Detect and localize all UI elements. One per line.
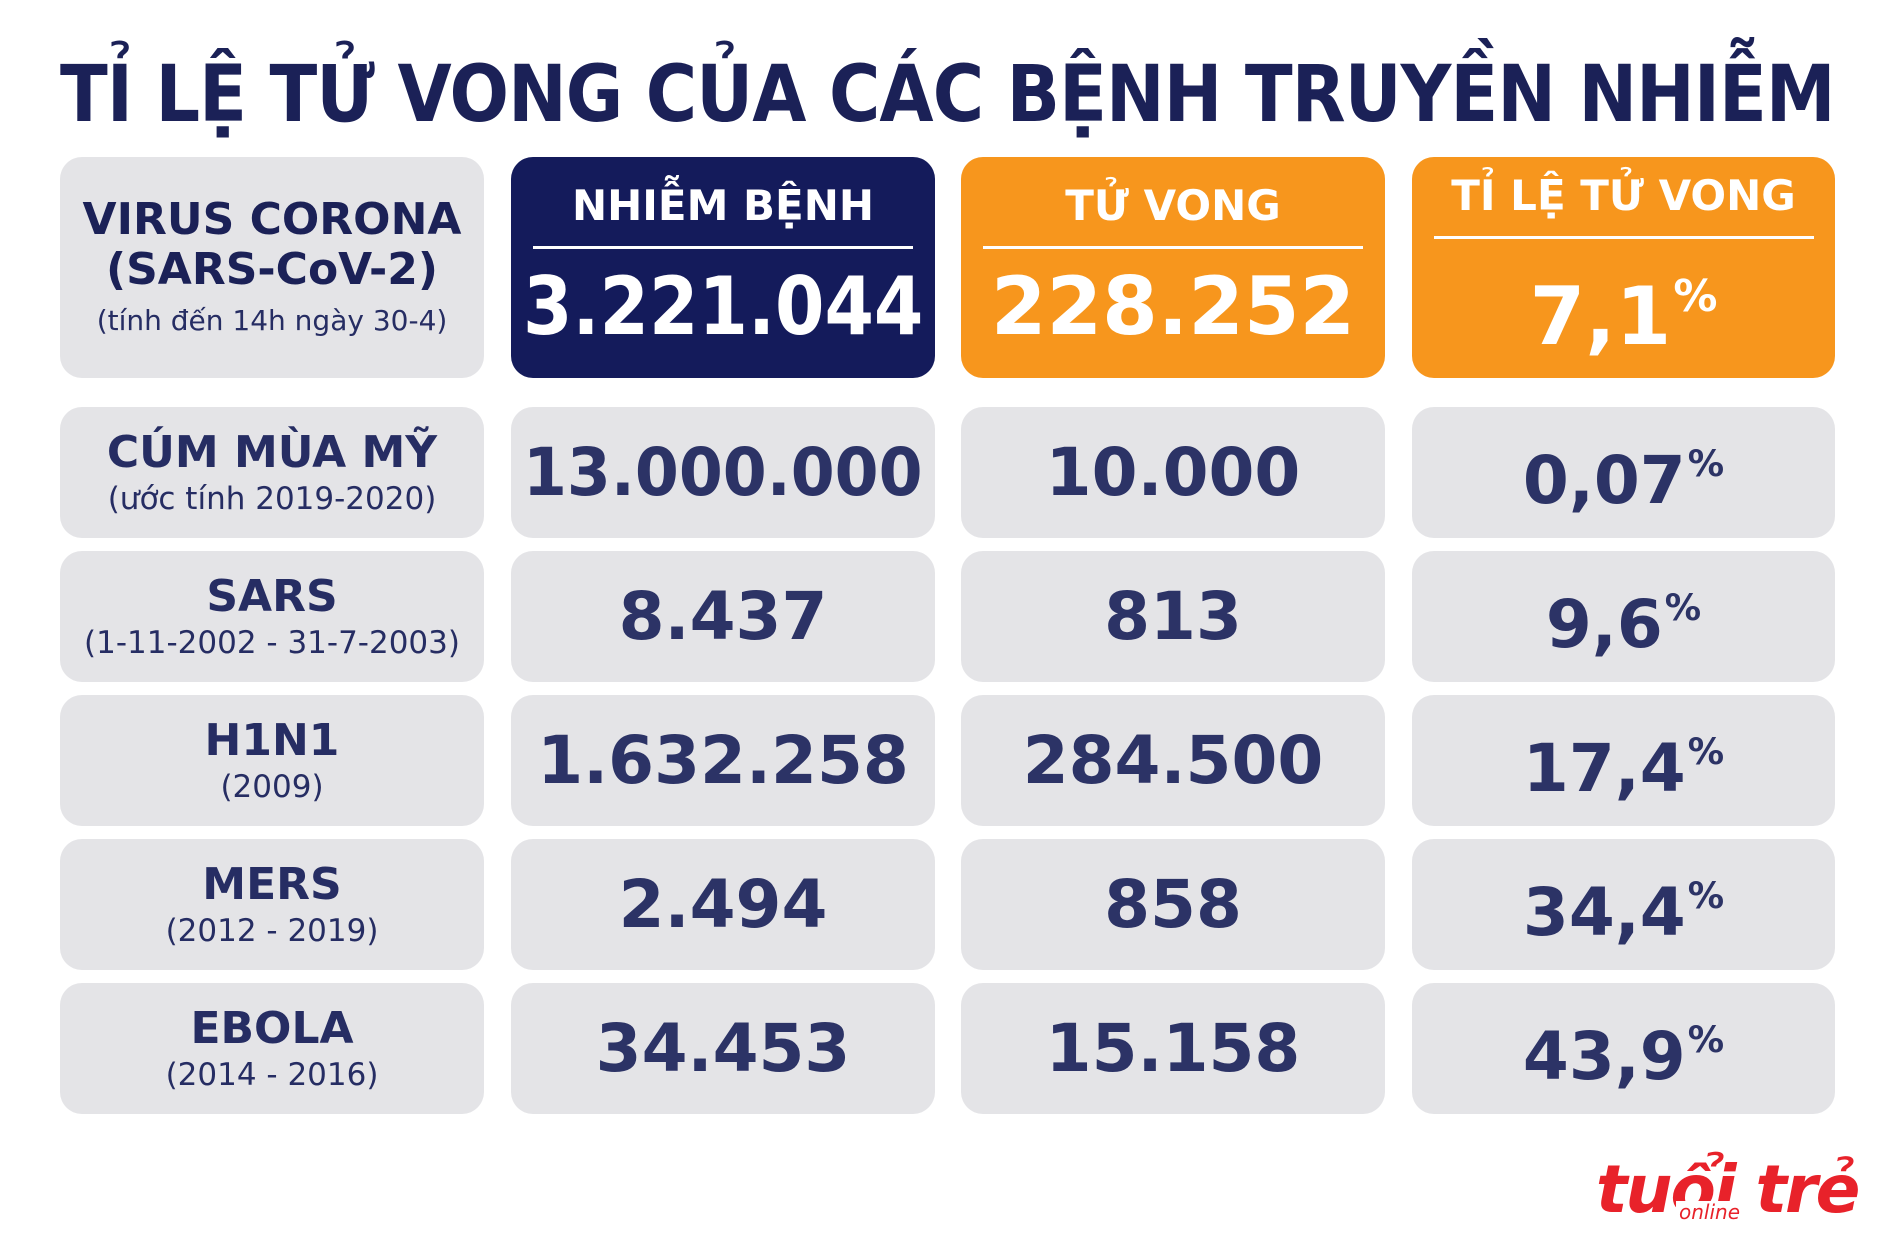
infected-value: 1.632.258: [537, 721, 909, 799]
disease-name: VIRUS CORONA: [82, 193, 462, 245]
disease-name: SARS: [206, 570, 338, 622]
deaths-cell: 284.500: [961, 695, 1385, 826]
percent-sign: %: [1687, 729, 1725, 773]
deaths-value: 15.158: [1045, 1009, 1301, 1087]
rate-cell: 9,6%: [1412, 551, 1835, 682]
rate-value: 7,1%: [1530, 249, 1718, 365]
rate-value: 34,4%: [1523, 856, 1724, 953]
table-row-mers: MERS (2012 - 2019) 2.494 858 34,4%: [60, 839, 1835, 970]
deaths-column-header: TỬ VONG: [983, 180, 1363, 249]
infected-value: 2.494: [618, 865, 828, 943]
infected-cell: 8.437: [511, 551, 935, 682]
deaths-cell: 15.158: [961, 983, 1385, 1114]
percent-sign: %: [1664, 585, 1702, 629]
disease-cell: CÚM MÙA MỸ (ước tính 2019-2020): [60, 407, 484, 538]
rate-value: 17,4%: [1523, 712, 1724, 809]
infected-column-header: NHIỄM BỆNH: [533, 180, 913, 249]
infected-cell: 1.632.258: [511, 695, 935, 826]
infected-cell: 34.453: [511, 983, 935, 1114]
percent-sign: %: [1673, 271, 1718, 322]
rate-column-header: TỈ LỆ TỬ VONG: [1433, 170, 1814, 239]
table-row-h1n1: H1N1 (2009) 1.632.258 284.500 17,4%: [60, 695, 1835, 826]
rate-value: 9,6%: [1546, 568, 1701, 665]
infected-value: 34.453: [595, 1009, 851, 1087]
deaths-value: 10.000: [1045, 433, 1301, 511]
deaths-cell: 813: [961, 551, 1385, 682]
disease-note: (tính đến 14h ngày 30-4): [96, 303, 448, 337]
table-row-sars: SARS (1-11-2002 - 31-7-2003) 8.437 813 9…: [60, 551, 1835, 682]
disease-note: (2014 - 2016): [165, 1056, 379, 1093]
disease-note: (1-11-2002 - 31-7-2003): [84, 624, 460, 661]
infected-cell: 13.000.000: [511, 407, 935, 538]
infected-value: 3.221.044: [522, 260, 924, 353]
disease-name: CÚM MÙA MỸ: [106, 426, 438, 478]
disease-note: (2012 - 2019): [165, 912, 379, 949]
rate-number: 7,1: [1529, 270, 1672, 363]
disease-note: (ước tính 2019-2020): [107, 480, 437, 517]
percent-sign: %: [1687, 441, 1725, 485]
disease-name: H1N1: [204, 714, 340, 766]
logo-sub-text: online: [1676, 1201, 1744, 1223]
rate-number: 17,4: [1522, 730, 1686, 808]
rate-cell: 43,9%: [1412, 983, 1835, 1114]
rate-cell: 17,4%: [1412, 695, 1835, 826]
disease-note: (2009): [220, 768, 324, 805]
tuoi-tre-logo: tuổi trẻ online: [1596, 1145, 1860, 1225]
rate-cell: 34,4%: [1412, 839, 1835, 970]
disease-cell: MERS (2012 - 2019): [60, 839, 484, 970]
deaths-header-cell: TỬ VONG 228.252: [961, 157, 1385, 378]
disease-name-sub: (SARS-CoV-2): [105, 243, 439, 295]
infected-cell: 2.494: [511, 839, 935, 970]
deaths-value: 858: [1104, 865, 1242, 943]
disease-cell: EBOLA (2014 - 2016): [60, 983, 484, 1114]
infected-value: 8.437: [618, 577, 828, 655]
deaths-value: 228.252: [990, 260, 1356, 353]
rate-number: 0,07: [1522, 442, 1686, 520]
percent-sign: %: [1687, 1017, 1725, 1061]
disease-name: MERS: [202, 858, 342, 910]
deaths-value: 284.500: [1022, 721, 1324, 799]
disease-cell: H1N1 (2009): [60, 695, 484, 826]
rate-number: 9,6: [1545, 586, 1663, 664]
rate-cell: 0,07%: [1412, 407, 1835, 538]
disease-cell: VIRUS CORONA (SARS-CoV-2) (tính đến 14h …: [60, 157, 484, 378]
table-row-ebola: EBOLA (2014 - 2016) 34.453 15.158 43,9%: [60, 983, 1835, 1114]
infected-header-cell: NHIỄM BỆNH 3.221.044: [511, 157, 935, 378]
rate-number: 34,4: [1522, 874, 1686, 952]
deaths-value: 813: [1104, 577, 1242, 655]
page-title: TỈ LỆ TỬ VONG CỦA CÁC BỆNH TRUYỀN NHIỄM: [60, 50, 1836, 140]
rate-value: 0,07%: [1523, 424, 1724, 521]
table-row-corona: VIRUS CORONA (SARS-CoV-2) (tính đến 14h …: [60, 157, 1835, 378]
disease-cell: SARS (1-11-2002 - 31-7-2003): [60, 551, 484, 682]
infected-value: 13.000.000: [523, 433, 923, 511]
deaths-cell: 858: [961, 839, 1385, 970]
deaths-cell: 10.000: [961, 407, 1385, 538]
rate-value: 43,9%: [1523, 1000, 1724, 1097]
disease-name: EBOLA: [190, 1002, 354, 1054]
rate-header-cell: TỈ LỆ TỬ VONG 7,1%: [1412, 157, 1835, 378]
table-row-flu: CÚM MÙA MỸ (ước tính 2019-2020) 13.000.0…: [60, 407, 1835, 538]
rate-number: 43,9: [1522, 1018, 1686, 1096]
percent-sign: %: [1687, 873, 1725, 917]
